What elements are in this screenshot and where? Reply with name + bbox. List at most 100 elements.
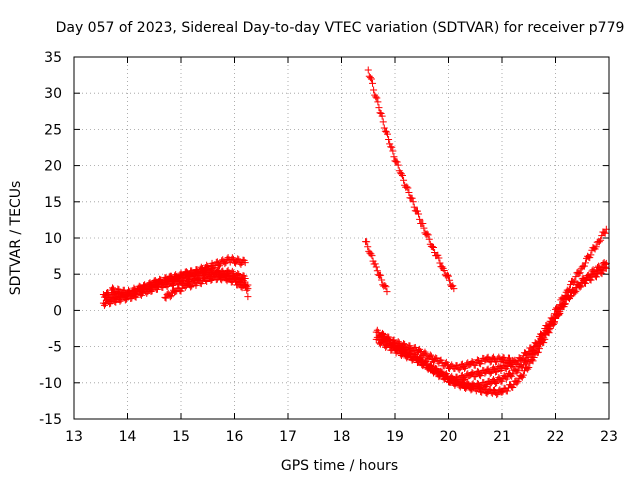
data-sample (384, 130, 392, 138)
data-sample (100, 301, 108, 309)
data-sample (458, 379, 466, 387)
x-tick-label: 22 (547, 429, 565, 445)
data-sample (379, 118, 387, 126)
data-sample (403, 183, 411, 191)
data-sample (462, 385, 470, 393)
data-sample (430, 243, 438, 251)
data-sample (127, 290, 135, 298)
data-sample (576, 283, 584, 291)
y-tick-label: 15 (44, 195, 62, 211)
data-sample (380, 124, 388, 132)
data-sample (421, 348, 429, 356)
x-tick-label: 18 (333, 429, 351, 445)
data-sample (400, 176, 408, 184)
data-sample (587, 251, 595, 259)
x-tick-label: 13 (65, 429, 83, 445)
data-sample (203, 278, 211, 286)
data-sample (221, 260, 229, 268)
data-sample (371, 260, 379, 268)
data-sample (528, 356, 536, 364)
data-sample (235, 279, 243, 287)
y-tick-label: 30 (44, 86, 62, 102)
x-tick-label: 16 (226, 429, 244, 445)
data-sample (535, 345, 543, 353)
x-tick-label: 17 (279, 429, 297, 445)
data-sample (438, 263, 446, 271)
data-sample (555, 311, 563, 319)
data-sample (489, 364, 497, 372)
data-sample (549, 321, 557, 329)
data-sample (177, 269, 185, 277)
x-tick-label: 20 (440, 429, 458, 445)
data-sample (378, 112, 386, 120)
data-sample (541, 335, 549, 343)
data-sample (480, 384, 488, 392)
data-sample (381, 282, 389, 290)
data-sample (461, 364, 469, 372)
data-sample (571, 289, 579, 297)
data-sample (493, 379, 501, 387)
data-sample (163, 282, 171, 290)
data-sample (137, 286, 145, 294)
data-sample (373, 267, 381, 275)
data-sample (208, 265, 216, 273)
data-sample (503, 387, 511, 395)
data-sample (577, 282, 585, 290)
data-sample (597, 236, 605, 244)
data-sample (572, 273, 580, 281)
data-sample (449, 282, 457, 290)
data-sample (385, 136, 393, 144)
data-sample (380, 332, 388, 340)
data-sample (561, 300, 569, 308)
data-sample (445, 272, 452, 280)
data-sample (449, 376, 457, 384)
data-sample (600, 228, 608, 236)
x-tick-label: 21 (493, 429, 511, 445)
data-sample (143, 285, 151, 293)
y-tick-label: 20 (44, 159, 62, 175)
data-point (364, 66, 372, 74)
data-sample (237, 260, 245, 268)
data-sample (138, 286, 146, 294)
data-sample (207, 277, 215, 285)
data-sample (523, 358, 531, 366)
data-sample (594, 270, 602, 278)
data-sample (413, 207, 421, 215)
data-sample (166, 293, 174, 301)
data-sample (170, 286, 178, 294)
x-axis-label: GPS time / hours (281, 458, 398, 474)
data-sample (372, 93, 380, 101)
data-sample (566, 293, 574, 301)
data-sample (468, 369, 476, 377)
data-sample (409, 198, 417, 206)
data-sample (499, 353, 507, 361)
data-sample (148, 283, 156, 291)
y-tick-label: 35 (44, 50, 62, 66)
data-sample (411, 350, 419, 358)
data-sample (404, 184, 412, 192)
data-sample (228, 254, 236, 262)
data-sample (601, 229, 609, 237)
data-sample (192, 281, 200, 289)
data-sample (576, 269, 584, 277)
data-sample (220, 271, 228, 279)
data-sample (180, 273, 188, 281)
data-sample (514, 366, 522, 374)
data-sample (368, 252, 376, 260)
data-sample (557, 305, 565, 313)
data-sample (468, 357, 476, 365)
data-sample (599, 267, 607, 275)
y-axis-label: SDTVAR / TECUs (8, 181, 24, 296)
data-sample (389, 147, 397, 155)
data-sample (440, 267, 448, 275)
data-sample (387, 143, 395, 151)
data-sample (486, 369, 494, 377)
data-sample (365, 247, 373, 255)
data-sample (242, 283, 250, 291)
data-sample (377, 271, 385, 279)
data-sample (174, 275, 182, 283)
data-sample (418, 357, 426, 365)
data-sample (153, 280, 161, 288)
data-sample (190, 277, 198, 285)
data-sample (524, 365, 532, 373)
